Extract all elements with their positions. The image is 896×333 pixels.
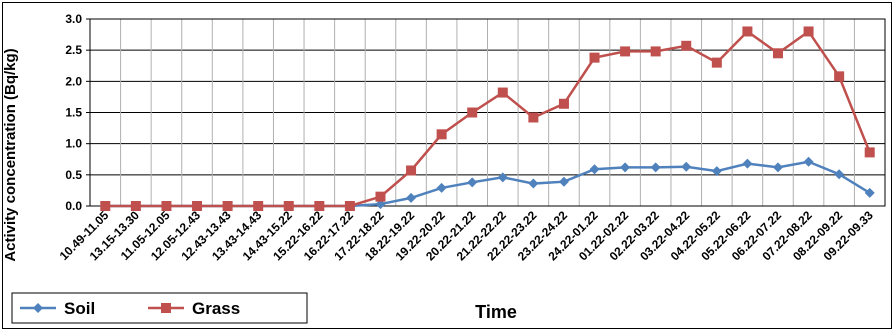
point-grass bbox=[436, 129, 447, 140]
point-grass bbox=[528, 112, 539, 123]
y-tick-label: 2.5 bbox=[65, 43, 82, 57]
point-grass bbox=[253, 201, 264, 211]
point-soil bbox=[772, 162, 783, 173]
point-grass bbox=[467, 107, 478, 118]
point-soil bbox=[589, 164, 600, 175]
point-grass bbox=[406, 165, 417, 176]
point-grass bbox=[558, 98, 569, 109]
point-grass bbox=[803, 26, 814, 37]
point-grass bbox=[681, 40, 692, 51]
point-grass bbox=[222, 201, 233, 211]
point-soil bbox=[681, 161, 692, 172]
point-grass bbox=[742, 26, 753, 37]
y-tick-label: 1.0 bbox=[65, 137, 82, 151]
point-soil bbox=[406, 192, 417, 203]
grid-lines bbox=[86, 18, 886, 207]
point-grass bbox=[834, 71, 845, 82]
point-soil bbox=[834, 169, 845, 180]
point-soil bbox=[742, 158, 753, 169]
point-grass bbox=[864, 147, 875, 158]
point-grass bbox=[497, 87, 508, 98]
y-tick-label: 1.5 bbox=[65, 106, 82, 120]
point-grass bbox=[375, 191, 386, 202]
series-line-grass bbox=[105, 29, 871, 208]
point-soil bbox=[620, 162, 631, 173]
point-soil bbox=[711, 166, 722, 177]
point-grass bbox=[192, 201, 203, 211]
y-tick-label: 0.0 bbox=[65, 199, 82, 213]
legend: Soil Grass bbox=[11, 292, 308, 324]
point-soil bbox=[467, 177, 478, 188]
y-axis-title: Activity concentration (Bq/kg) bbox=[2, 48, 19, 261]
point-soil bbox=[650, 162, 661, 173]
x-axis-title: Time bbox=[475, 302, 517, 322]
point-soil bbox=[497, 172, 508, 183]
point-soil bbox=[436, 182, 447, 193]
y-tick-label: 0.5 bbox=[65, 168, 82, 182]
x-tick-labels: 10.49-11.0513.15-13.3011.05-12.0512.05-1… bbox=[57, 208, 876, 263]
y-tick-label: 2.0 bbox=[65, 74, 82, 88]
y-tick-label: 3.0 bbox=[65, 12, 82, 26]
legend-label-grass: Grass bbox=[192, 299, 240, 318]
point-soil bbox=[864, 187, 875, 198]
point-soil bbox=[803, 156, 814, 167]
point-grass bbox=[130, 201, 141, 211]
point-grass bbox=[314, 201, 325, 211]
point-soil bbox=[558, 176, 569, 187]
plot-border bbox=[89, 18, 886, 207]
point-grass bbox=[589, 52, 600, 63]
legend-marker bbox=[33, 303, 43, 313]
point-grass bbox=[650, 46, 661, 57]
legend-label-soil: Soil bbox=[64, 299, 95, 318]
legend-marker bbox=[161, 303, 171, 313]
series-group bbox=[100, 26, 875, 211]
point-grass bbox=[283, 201, 294, 211]
point-soil bbox=[528, 178, 539, 189]
point-grass bbox=[161, 201, 172, 211]
point-grass bbox=[344, 201, 355, 211]
point-grass bbox=[772, 48, 783, 59]
y-tick-labels: 0.0 0.5 1.0 1.5 2.0 2.5 3.0 bbox=[65, 12, 82, 213]
point-grass bbox=[711, 57, 722, 68]
point-grass bbox=[100, 201, 111, 211]
point-grass bbox=[620, 46, 631, 57]
